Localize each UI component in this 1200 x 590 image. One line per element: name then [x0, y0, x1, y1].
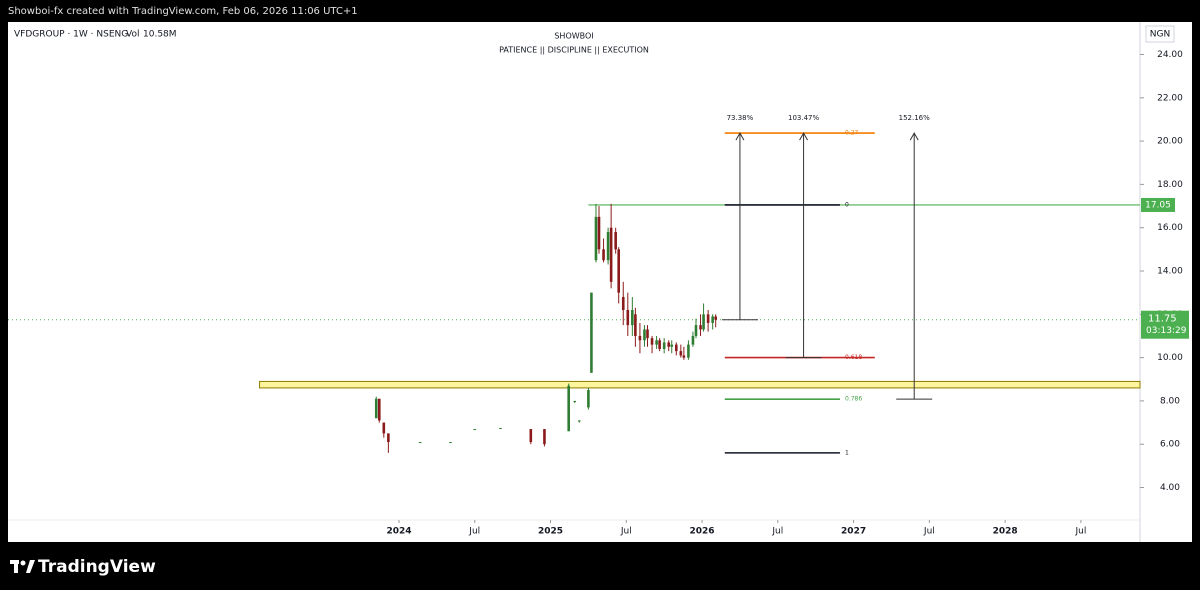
candle-body — [655, 340, 658, 345]
candle-body — [387, 433, 390, 443]
candle-body — [499, 427, 502, 429]
price-label: 17.05 — [1145, 200, 1171, 210]
chart-subtitle: PATIENCE || DISCIPLINE || EXECUTION — [499, 46, 649, 55]
volume: 10.58M — [143, 30, 177, 40]
candle-body — [658, 340, 661, 349]
candle-body — [650, 338, 654, 345]
candle-body — [679, 351, 683, 356]
candle-body — [382, 422, 386, 434]
arrow-head — [735, 132, 745, 141]
candle-body — [617, 249, 621, 293]
brand: TradingView — [38, 557, 156, 577]
last-price-label: 11.75 — [1148, 314, 1177, 325]
candle-body — [614, 232, 617, 250]
candle-body — [711, 316, 714, 323]
y-tick-label: 16.00 — [1157, 223, 1183, 233]
currency-box — [1145, 25, 1175, 43]
y-tick-label: 14.00 — [1157, 267, 1183, 277]
price-label-box — [1141, 197, 1175, 212]
candle-body — [626, 309, 630, 326]
candle-body — [694, 325, 698, 336]
support-zone — [259, 380, 1141, 389]
candle-body — [529, 429, 533, 443]
y-tick-label: 6.00 — [1160, 440, 1180, 450]
x-tick-label: 2028 — [993, 527, 1018, 537]
candle-body — [687, 344, 690, 358]
candle-body — [662, 342, 666, 349]
y-tick-label: 24.00 — [1157, 50, 1183, 60]
fib-ratio: 0.27 — [845, 130, 859, 137]
header: Showboi-fx created with TradingView.com,… — [8, 6, 358, 17]
candle-body — [590, 292, 593, 373]
candle-body — [473, 429, 477, 431]
candle-body — [602, 249, 605, 261]
candle-body — [377, 398, 381, 421]
volume-label: Vol — [126, 30, 139, 40]
candle-body — [643, 329, 646, 341]
x-tick-label: Jul — [923, 527, 935, 537]
candle-body — [578, 420, 581, 422]
x-tick-label: Jul — [1074, 527, 1086, 537]
symbol: VFDGROUP · 1W · NSENG — [14, 30, 128, 40]
candle-body — [573, 400, 577, 402]
y-tick-label: 22.00 — [1157, 93, 1183, 103]
candle-body — [646, 329, 649, 339]
candle-body — [594, 216, 598, 261]
candle-body — [706, 314, 710, 323]
candle-body — [631, 309, 634, 326]
chart-title: SHOWBOI — [554, 32, 593, 41]
fib-ratio: 1 — [845, 449, 849, 456]
y-tick-label: 8.00 — [1160, 396, 1180, 406]
candle-body — [418, 442, 422, 444]
x-tick-label: 2025 — [538, 527, 563, 537]
candle-body — [691, 335, 695, 345]
candle-body — [667, 342, 671, 347]
candle-body — [674, 344, 678, 352]
x-tick-label: Jul — [771, 527, 783, 537]
candle-body — [567, 385, 570, 432]
fib-ratio: 0.618 — [845, 354, 862, 361]
x-tick-label: 2024 — [386, 527, 411, 537]
arrow-label: 103.47% — [788, 114, 819, 122]
arrow-label: 73.38% — [727, 114, 754, 122]
candle-body — [609, 227, 613, 282]
candle-body — [621, 296, 625, 310]
x-tick-label: 2027 — [841, 527, 866, 537]
fib-ratio: 0 — [845, 201, 849, 208]
countdown: 03:13:29 — [1146, 326, 1187, 336]
arrow-label: 152.16% — [899, 114, 930, 122]
candle-body — [634, 314, 637, 336]
candle-body — [587, 390, 590, 408]
candle-body — [606, 232, 610, 261]
currency: NGN — [1150, 30, 1170, 40]
y-tick-label: 4.00 — [1160, 483, 1180, 493]
candle-body — [543, 429, 546, 445]
x-tick-label: Jul — [620, 527, 632, 537]
fib-ratio: 0.786 — [845, 396, 862, 403]
y-tick-label: 18.00 — [1157, 180, 1183, 190]
candle-body — [714, 316, 717, 320]
chart-panel — [8, 22, 1192, 542]
y-tick-label: 10.00 — [1157, 353, 1183, 363]
candle-body — [670, 344, 674, 347]
x-tick-label: Jul — [468, 527, 480, 537]
brand-logo — [10, 560, 35, 573]
y-tick-label: 20.00 — [1157, 137, 1183, 147]
candle-body — [638, 335, 642, 341]
candle-body — [449, 442, 452, 444]
x-tick-label: 2026 — [690, 527, 715, 537]
candle-body — [597, 216, 601, 250]
arrow-head — [909, 132, 919, 141]
candle-body — [374, 398, 378, 419]
arrow-head — [799, 132, 809, 141]
candle-body — [699, 325, 702, 330]
last-price-box — [1141, 310, 1189, 339]
candle-body — [682, 355, 686, 358]
candle-body — [702, 314, 705, 330]
